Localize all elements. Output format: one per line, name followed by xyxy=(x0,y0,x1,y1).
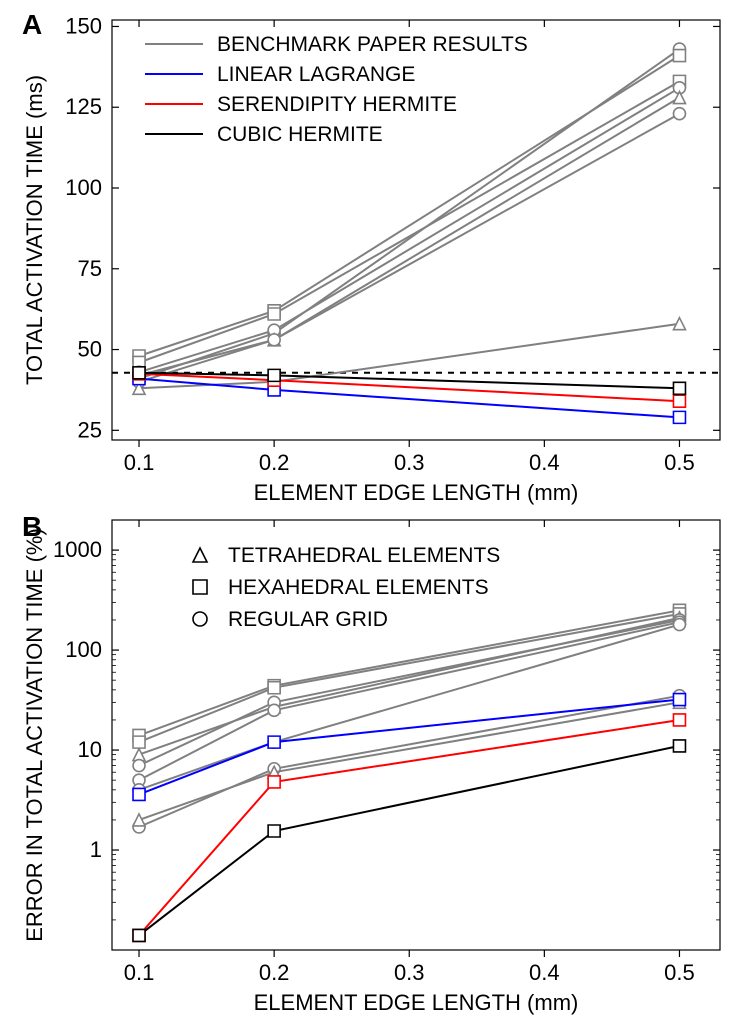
legend-label-2: SERENDIPITY HERMITE xyxy=(217,93,457,116)
panel-A-xticklabel: 0.4 xyxy=(529,450,560,475)
panel-A-xticklabel: 0.3 xyxy=(394,450,425,475)
legend-label-1: HEXAHEDRAL ELEMENTS xyxy=(228,576,489,599)
panel-A-yticklabel: 75 xyxy=(78,256,102,281)
series-marker-bench-6 xyxy=(268,334,280,346)
series-marker-bench-5 xyxy=(673,92,685,104)
panel-A-xticklabel: 0.1 xyxy=(124,450,155,475)
series-marker-bench-b5 xyxy=(268,704,280,716)
series-marker-cubic-hermite xyxy=(268,369,280,381)
panel-B-yticklabel: 1000 xyxy=(53,537,102,562)
panel-A-yticklabel: 150 xyxy=(65,13,102,38)
panel-A-ylabel: TOTAL ACTIVATION TIME (ms) xyxy=(22,75,47,385)
panel-A-label: A xyxy=(22,9,42,40)
figure-svg: A 0.1 0.2 0.3 0.4 0.5 25 50 75 100 125 150 ELEMENT E… xyxy=(0,0,756,1022)
series-marker-bench-3 xyxy=(268,308,280,320)
panel-A-yticklabel: 25 xyxy=(78,417,102,442)
series-marker-bench-b6 xyxy=(673,619,685,631)
panel-B-yticklabel: 1 xyxy=(90,837,102,862)
series-marker-serendipity-hermite xyxy=(268,776,280,788)
series-line-serendipity-hermite xyxy=(139,720,680,935)
legend-marker-0 xyxy=(193,548,207,562)
series-marker-linear-lagrange xyxy=(133,788,145,800)
series-line-bench-b3 xyxy=(139,618,680,755)
legend-label-1: LINEAR LAGRANGE xyxy=(217,63,415,86)
series-marker-serendipity-hermite xyxy=(673,714,685,726)
series-marker-bench-b8 xyxy=(133,814,145,826)
series-marker-bench-b2 xyxy=(133,736,145,748)
legend-label-2: REGULAR GRID xyxy=(228,608,388,631)
series-marker-linear-lagrange xyxy=(673,411,685,423)
panel-B-xticklabel: 0.5 xyxy=(664,960,695,985)
series-line-linear-lagrange xyxy=(139,700,680,795)
series-line-bench-b5 xyxy=(139,622,680,780)
legend-label-3: CUBIC HERMITE xyxy=(217,123,383,146)
series-marker-bench-6 xyxy=(673,108,685,120)
series-line-cubic-hermite xyxy=(139,746,680,936)
series-marker-bench-b4 xyxy=(133,760,145,772)
panel-B-xlabel: ELEMENT EDGE LENGTH (mm) xyxy=(254,990,579,1015)
series-line-bench-6 xyxy=(139,114,680,382)
panel-A-yticklabel: 125 xyxy=(65,94,102,119)
series-marker-cubic-hermite xyxy=(673,740,685,752)
series-marker-serendipity-hermite xyxy=(673,395,685,407)
panel-A-yticklabel: 100 xyxy=(65,175,102,200)
panel-A-yticklabel: 50 xyxy=(78,337,102,362)
panel-B-yticklabel: 10 xyxy=(78,737,102,762)
panel-B-xticklabel: 0.2 xyxy=(259,960,290,985)
series-marker-cubic-hermite xyxy=(673,382,685,394)
panel-A-xticklabel: 0.2 xyxy=(259,450,290,475)
series-marker-cubic-hermite xyxy=(133,367,145,379)
legend-marker-2 xyxy=(193,612,207,626)
series-marker-linear-lagrange xyxy=(673,694,685,706)
panel-B-yticklabel: 100 xyxy=(65,637,102,662)
series-line-serendipity-hermite xyxy=(139,374,680,401)
panel-A-xlabel: ELEMENT EDGE LENGTH (mm) xyxy=(254,480,579,505)
panel-B-xticklabel: 0.4 xyxy=(529,960,560,985)
legend-marker-1 xyxy=(193,580,207,594)
figure-container: A 0.1 0.2 0.3 0.4 0.5 25 50 75 100 125 150 ELEMENT E… xyxy=(0,0,756,1022)
series-marker-linear-lagrange xyxy=(268,736,280,748)
panel-B-ylabel: ERROR IN TOTAL ACTIVATION TIME (%) xyxy=(22,528,47,942)
panel-A-xticklabel: 0.5 xyxy=(664,450,695,475)
legend-label-0: TETRAHEDRAL ELEMENTS xyxy=(228,544,500,567)
panel-B-xticklabel: 0.3 xyxy=(394,960,425,985)
series-marker-cubic-hermite xyxy=(133,929,145,941)
legend-label-0: BENCHMARK PAPER RESULTS xyxy=(217,33,528,56)
panel-B-xticklabel: 0.1 xyxy=(124,960,155,985)
series-marker-bench-2 xyxy=(673,50,685,62)
series-marker-bench-b2 xyxy=(268,682,280,694)
series-marker-cubic-hermite xyxy=(268,825,280,837)
